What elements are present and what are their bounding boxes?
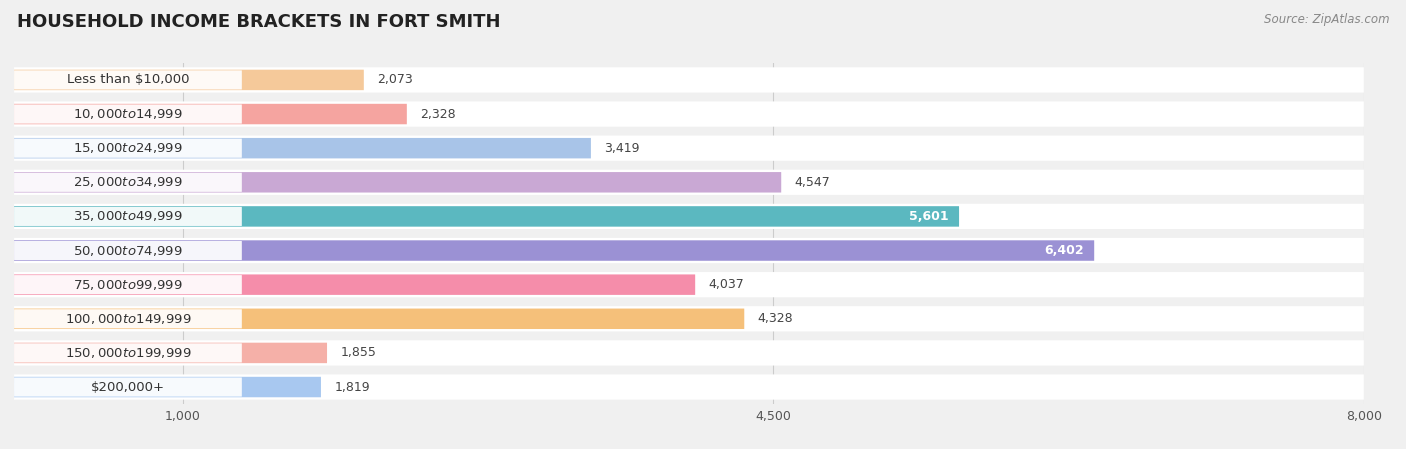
Text: 5,601: 5,601 — [910, 210, 949, 223]
FancyBboxPatch shape — [14, 139, 242, 158]
Text: $200,000+: $200,000+ — [91, 381, 165, 393]
Text: $15,000 to $24,999: $15,000 to $24,999 — [73, 141, 183, 155]
FancyBboxPatch shape — [14, 206, 959, 227]
Text: $75,000 to $99,999: $75,000 to $99,999 — [73, 277, 183, 292]
FancyBboxPatch shape — [14, 138, 591, 158]
Text: 4,328: 4,328 — [758, 313, 793, 325]
FancyBboxPatch shape — [14, 172, 782, 193]
FancyBboxPatch shape — [14, 377, 321, 397]
Text: $150,000 to $199,999: $150,000 to $199,999 — [65, 346, 191, 360]
Text: Source: ZipAtlas.com: Source: ZipAtlas.com — [1264, 13, 1389, 26]
FancyBboxPatch shape — [14, 309, 242, 328]
FancyBboxPatch shape — [14, 343, 328, 363]
FancyBboxPatch shape — [14, 275, 242, 294]
Text: 4,037: 4,037 — [709, 278, 744, 291]
Text: 3,419: 3,419 — [605, 142, 640, 154]
FancyBboxPatch shape — [14, 340, 1364, 365]
FancyBboxPatch shape — [14, 170, 1364, 195]
Text: 2,328: 2,328 — [420, 108, 456, 120]
Text: $35,000 to $49,999: $35,000 to $49,999 — [73, 209, 183, 224]
Text: HOUSEHOLD INCOME BRACKETS IN FORT SMITH: HOUSEHOLD INCOME BRACKETS IN FORT SMITH — [17, 13, 501, 31]
Text: 1,855: 1,855 — [340, 347, 377, 359]
Text: 6,402: 6,402 — [1045, 244, 1084, 257]
FancyBboxPatch shape — [14, 70, 364, 90]
FancyBboxPatch shape — [14, 238, 1364, 263]
FancyBboxPatch shape — [14, 173, 242, 192]
FancyBboxPatch shape — [14, 272, 1364, 297]
FancyBboxPatch shape — [14, 241, 242, 260]
Text: $10,000 to $14,999: $10,000 to $14,999 — [73, 107, 183, 121]
FancyBboxPatch shape — [14, 374, 1364, 400]
FancyBboxPatch shape — [14, 105, 242, 123]
FancyBboxPatch shape — [14, 308, 744, 329]
FancyBboxPatch shape — [14, 70, 242, 89]
FancyBboxPatch shape — [14, 378, 242, 396]
FancyBboxPatch shape — [14, 274, 695, 295]
FancyBboxPatch shape — [14, 306, 1364, 331]
Text: $25,000 to $34,999: $25,000 to $34,999 — [73, 175, 183, 189]
FancyBboxPatch shape — [14, 101, 1364, 127]
FancyBboxPatch shape — [14, 343, 242, 362]
FancyBboxPatch shape — [14, 240, 1094, 261]
FancyBboxPatch shape — [14, 136, 1364, 161]
Text: 4,547: 4,547 — [794, 176, 831, 189]
FancyBboxPatch shape — [14, 104, 406, 124]
Text: 1,819: 1,819 — [335, 381, 370, 393]
Text: Less than $10,000: Less than $10,000 — [66, 74, 190, 86]
FancyBboxPatch shape — [14, 204, 1364, 229]
Text: $50,000 to $74,999: $50,000 to $74,999 — [73, 243, 183, 258]
Text: $100,000 to $149,999: $100,000 to $149,999 — [65, 312, 191, 326]
Text: 2,073: 2,073 — [377, 74, 413, 86]
FancyBboxPatch shape — [14, 67, 1364, 92]
FancyBboxPatch shape — [14, 207, 242, 226]
